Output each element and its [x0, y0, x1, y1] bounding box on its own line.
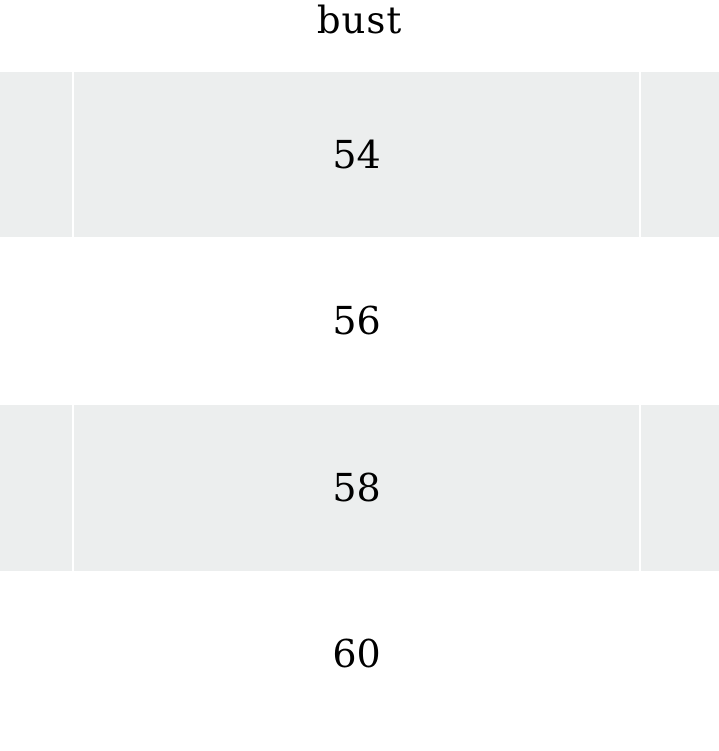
table-cell-bust: 56	[332, 299, 381, 343]
table-cell	[0, 237, 72, 405]
table-row: 60	[0, 571, 719, 751]
table-cell	[641, 237, 719, 405]
table-cell	[641, 72, 719, 237]
table-cell	[0, 571, 72, 751]
table-row: 58	[0, 405, 719, 571]
table-row: 54	[0, 72, 719, 237]
column-header: bust	[0, 0, 719, 72]
table-cell	[0, 405, 72, 571]
table-cell	[0, 72, 72, 237]
column-header-bust: bust	[316, 0, 403, 42]
table-cell-bust: 58	[74, 405, 639, 571]
table-cell	[641, 405, 719, 571]
table-cell-bust: 60	[332, 632, 381, 676]
table-row: 56	[0, 237, 719, 405]
table-cell-bust: 54	[74, 72, 639, 237]
table-cell	[641, 571, 719, 751]
